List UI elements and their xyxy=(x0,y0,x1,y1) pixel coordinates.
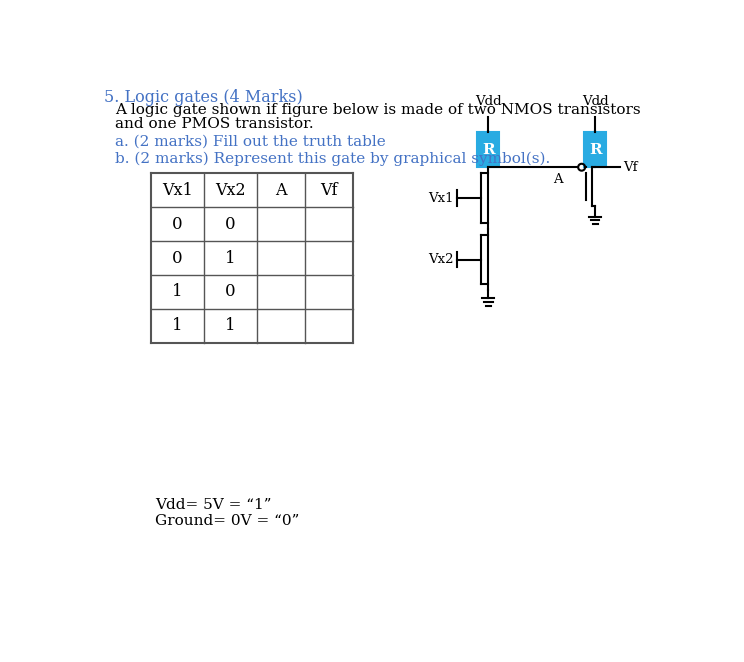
Text: 1: 1 xyxy=(172,317,183,334)
Text: Ground= 0V = “0”: Ground= 0V = “0” xyxy=(155,514,299,528)
Text: 0: 0 xyxy=(172,216,183,233)
Text: Vx1: Vx1 xyxy=(162,182,193,199)
Text: 0: 0 xyxy=(225,216,236,233)
Bar xyxy=(478,132,499,167)
Bar xyxy=(584,132,606,167)
Text: R: R xyxy=(589,142,601,156)
Text: Vdd= 5V = “1”: Vdd= 5V = “1” xyxy=(155,498,272,512)
Text: 1: 1 xyxy=(172,283,183,301)
Text: b. (2 marks) Represent this gate by graphical symbol(s).: b. (2 marks) Represent this gate by grap… xyxy=(115,152,550,166)
Text: A: A xyxy=(275,182,286,199)
Text: R: R xyxy=(482,142,495,156)
Text: Vx1: Vx1 xyxy=(428,191,453,205)
Text: Vx2: Vx2 xyxy=(215,182,246,199)
Text: 0: 0 xyxy=(225,283,236,301)
Text: Vdd: Vdd xyxy=(582,95,609,108)
Text: A logic gate shown if figure below is made of two NMOS transistors: A logic gate shown if figure below is ma… xyxy=(115,103,641,117)
Text: 1: 1 xyxy=(225,317,236,334)
Text: and one PMOS transistor.: and one PMOS transistor. xyxy=(115,117,313,131)
Text: 5. Logic gates (4 Marks): 5. Logic gates (4 Marks) xyxy=(104,89,303,106)
Text: 1: 1 xyxy=(225,250,236,267)
Text: a. (2 marks) Fill out the truth table: a. (2 marks) Fill out the truth table xyxy=(115,135,385,149)
Text: A: A xyxy=(553,173,562,187)
Text: Vf: Vf xyxy=(320,182,337,199)
Text: 0: 0 xyxy=(172,250,183,267)
Text: Vdd: Vdd xyxy=(475,95,501,108)
Text: Vx2: Vx2 xyxy=(428,253,453,266)
Text: Vf: Vf xyxy=(623,161,638,173)
